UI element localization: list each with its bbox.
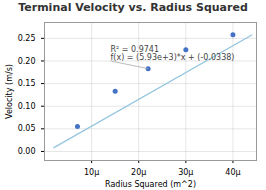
svg-text:10μ: 10μ	[84, 168, 99, 177]
html-text:Terminal Velocity vs. Radius S: Terminal Velocity vs. Radius Squared	[18, 1, 248, 14]
svg-text:0.10: 0.10	[18, 102, 36, 111]
svg-text:30μ: 30μ	[178, 168, 193, 177]
svg-text:0.20: 0.20	[18, 57, 36, 66]
svg-text:20μ: 20μ	[131, 168, 146, 177]
svg-text:Radius Squared (m^2): Radius Squared (m^2)	[105, 180, 196, 189]
svg-text:0.00: 0.00	[18, 147, 36, 156]
svg-text:0.25: 0.25	[18, 34, 36, 43]
svg-text:0.15: 0.15	[18, 79, 36, 88]
svg-text:40μ: 40μ	[225, 168, 240, 177]
svg-text:R² = 0.9741f(x) = (5.93e+3)*x: R² = 0.9741f(x) = (5.93e+3)*x + (-0.0338…	[110, 45, 234, 62]
svg-text:Velocity (m/s): Velocity (m/s)	[5, 64, 14, 119]
svg-text:0.05: 0.05	[18, 124, 36, 133]
